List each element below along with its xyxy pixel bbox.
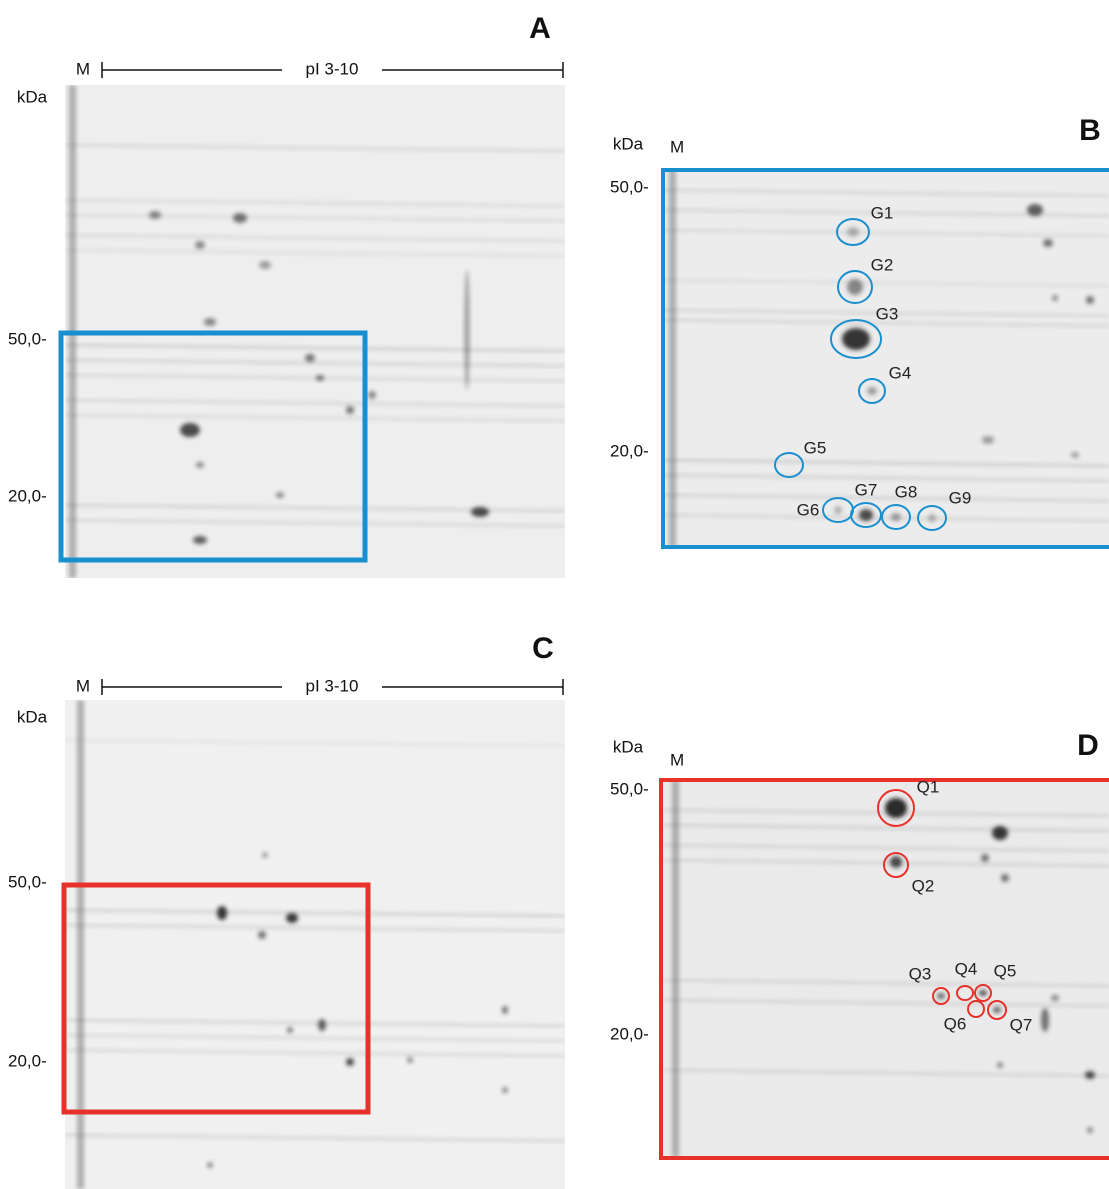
protein-spot [286,913,298,923]
spot-label: G1 [871,203,894,222]
protein-spot [233,213,247,223]
range-label: pI 3-10 [306,59,359,78]
protein-spot [1086,296,1094,304]
protein-spot [885,798,907,818]
spot-label: G3 [876,304,899,323]
protein-spot [217,906,227,920]
figure: A M pI 3-10 kDa 50,0- 20,0- B M kDa 50,0… [0,0,1109,1189]
mw-label: 50,0- [8,329,47,348]
protein-spot [195,241,205,249]
spot-label: Q1 [917,777,940,796]
protein-spot [937,993,945,999]
spot-label: Q2 [912,876,935,895]
spot-label: Q6 [944,1014,967,1033]
protein-spot [981,854,989,862]
protein-spot [992,826,1008,840]
protein-spot [847,227,859,237]
mw-label: 20,0- [8,486,47,505]
protein-spot [997,1062,1003,1068]
protein-spot [305,354,315,362]
panel-letter: B [1079,114,1101,147]
spot-label: G5 [804,438,827,457]
range-label: pI 3-10 [306,676,359,695]
marker-lane [669,170,676,547]
protein-spot [1085,1071,1095,1079]
mw-label: 20,0- [610,1024,649,1043]
protein-spot [316,375,324,381]
protein-spot [464,270,470,390]
marker-lane [672,780,679,1158]
spot-label: G4 [889,363,912,382]
spot-label: Q7 [1010,1015,1033,1034]
protein-spot [993,1007,1001,1013]
protein-spot [1043,239,1053,247]
protein-spot [262,852,268,858]
protein-spot [842,328,870,350]
spot-label: G7 [855,480,878,499]
marker-label: M [670,137,684,156]
spot-label: G6 [797,500,820,519]
spot-label: G8 [895,482,918,501]
protein-spot [1071,452,1079,458]
spot-label: Q4 [955,959,978,978]
protein-spot [318,1019,326,1031]
marker-label: M [670,750,684,769]
protein-spot [407,1057,413,1063]
protein-spot [891,513,901,521]
protein-spot [471,507,489,517]
marker-label: M [76,59,90,78]
panel-letter: A [529,12,551,45]
protein-spot [867,387,877,395]
unit-label: kDa [613,134,644,153]
mw-label: 20,0- [8,1051,47,1070]
panel-letter: D [1077,729,1099,762]
protein-spot [180,423,200,437]
protein-spot [149,211,161,219]
protein-spot [276,492,284,498]
protein-spot [834,506,842,514]
spot-label: G9 [949,488,972,507]
gel-d [663,780,1109,1158]
protein-spot [982,436,994,444]
mw-label: 50,0- [610,779,649,798]
mw-label: 50,0- [610,177,649,196]
protein-spot [346,1058,354,1066]
unit-label: kDa [17,87,48,106]
protein-spot [193,536,207,544]
marker-lane [77,700,84,1189]
protein-spot [207,1162,213,1168]
protein-spot [1041,1008,1049,1032]
protein-spot [1051,995,1059,1001]
protein-spot [258,931,266,939]
protein-spot [859,509,873,521]
protein-spot [502,1087,508,1093]
protein-spot [259,261,271,269]
spot-label: Q3 [909,964,932,983]
marker-label: M [76,676,90,695]
protein-spot [1001,874,1009,882]
protein-spot [502,1006,508,1014]
protein-spot [196,462,204,468]
gel-b [663,170,1109,547]
protein-spot [346,406,354,414]
protein-spot [1087,1127,1093,1133]
protein-spot [287,1027,293,1033]
protein-spot [1052,295,1058,301]
mw-label: 50,0- [8,872,47,891]
protein-spot [204,318,216,326]
protein-spot [368,391,376,399]
protein-spot [847,279,863,295]
gel-c [65,700,565,1189]
unit-label: kDa [613,737,644,756]
protein-spot [979,990,987,996]
protein-spot [890,856,902,868]
spot-label: Q5 [994,961,1017,980]
unit-label: kDa [17,707,48,726]
spot-label: G2 [871,255,894,274]
protein-spot [928,514,936,522]
protein-spot [1027,204,1043,216]
mw-label: 20,0- [610,441,649,460]
panel-letter: C [532,632,554,665]
